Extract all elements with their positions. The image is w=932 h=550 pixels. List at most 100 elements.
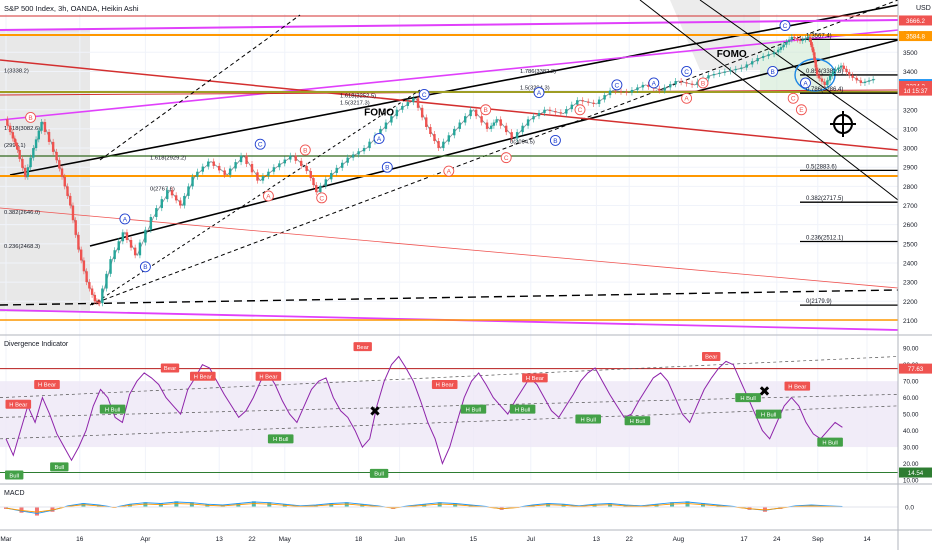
wave-label: A [684,96,689,103]
signal-bg [5,399,32,409]
candle-body [43,122,47,132]
wave-label: A [266,193,271,200]
time-tick-label: 22 [626,536,634,543]
wave-label: C [422,92,427,99]
fib-level-label: 0(2179.9) [806,299,832,305]
macd-histogram-bar [437,502,442,507]
wave-label-circle [549,134,561,146]
candle-body [26,167,30,177]
candle-body [312,178,315,186]
candle-body [429,126,432,135]
price-tick-label: 2400 [903,260,918,267]
divergence-panel[interactable]: H Bear H Bear Bull Bull H Bull Bear H Bear H Be… [0,334,932,485]
candle-body [859,80,863,83]
signal-bg [160,363,180,373]
candle-body [283,159,286,164]
candle-body [234,162,237,169]
wave-label: C [319,195,324,202]
signal-bg [99,404,126,414]
price-axis[interactable]: 2100 2200 2300 2400 2500 2600 2700 2800 2900 3000… [899,15,932,325]
signal-label: H Bear [526,376,544,382]
signal-label: H Bull [580,417,595,423]
signal-label: H Bull [740,396,755,402]
signal-label: H Bull [105,407,120,413]
candle-body [133,247,137,256]
price-series [5,33,876,307]
wave-label-circle [262,190,274,202]
candle-body [47,131,51,142]
candle-body [406,102,409,106]
candle-body [848,72,851,76]
candle-body [559,112,563,114]
candle-body [416,98,420,108]
candle-body [442,141,445,149]
wave-label-circle [316,192,328,204]
candle-body [433,134,436,142]
currency-label: USD [916,5,931,12]
candle-body [390,116,393,123]
wave-label-circle [480,104,492,116]
candle-body [696,81,699,85]
macd-tick-label: 0.0 [905,505,914,512]
candle-body [685,82,688,84]
candle-body [109,259,112,274]
time-axis[interactable]: Mar 16 Apr 13 22 May 18 Jun 15 Jul 13 22 Aug 17 24 Sep 1… [0,536,871,543]
wave-label: A [377,136,382,143]
rsi-axis[interactable]: 10.0020.0030.0040.0050.0060.0070.0080.00… [899,346,932,485]
candle-body [144,229,147,243]
candle-body [23,167,27,177]
fib-level-label: 0.382(2717.5) [806,196,843,202]
wave-label: C [791,96,796,103]
signal-bg [575,414,601,424]
macd-axis[interactable]: 0.0 [905,505,914,512]
candle-body [278,163,281,168]
red-falling-line [0,59,899,151]
candle-body [608,90,612,96]
candle-body [63,176,66,187]
candle-body [40,122,43,131]
fib-label: 1.618(3082.6) [4,126,40,132]
candle-body [166,190,169,200]
price-tick-label: 3400 [903,69,918,76]
rsi-tag-bg [899,363,932,374]
price-panel[interactable]: 1(3567.4) 0.854(3381.8) 0.786(3286.4) 0.5(2… [0,0,932,480]
time-tick-label: 18 [355,536,363,543]
candle-body [174,195,178,201]
wave-label-circle [779,20,791,31]
candle-body [324,179,327,186]
fib-levels: 1(3567.4) 0.854(3381.8) 0.786(3286.4) 0.5(2… [4,33,898,306]
candle-body [543,109,546,113]
price-tick-label: 2600 [903,222,918,229]
candle-body [319,185,322,193]
fib-label: 0.382(2646.0) [4,210,40,216]
rsi-tag: 77.63 [908,366,924,373]
candle-body [305,165,308,172]
candle-body [734,68,737,71]
wave-label: B [28,115,32,122]
macd-histogram-bar [251,501,256,507]
candle-body [570,104,573,110]
candle-body [842,65,845,69]
signal-bg [190,371,216,381]
candle-body [170,190,174,196]
candle-body [34,139,38,149]
candle-body [437,141,440,149]
macd-histogram-bar [670,502,675,507]
candle-body [804,38,807,40]
price-tick-label: 3100 [903,126,918,133]
wave-label-circle [25,111,37,123]
wave-label: C [578,107,583,114]
macd-panel[interactable]: 0.0 MACD [0,483,932,516]
candle-body [485,122,489,129]
candle-body [88,282,91,289]
dashed-support-line [0,289,899,306]
time-tick-label: 15 [470,536,478,543]
macd-histogram-bar [189,502,194,507]
signal-bg [255,371,282,381]
signal-bg [50,462,69,472]
macd-histogram-bar [34,507,39,516]
candle-body [619,91,623,93]
rsi-band [0,381,898,448]
